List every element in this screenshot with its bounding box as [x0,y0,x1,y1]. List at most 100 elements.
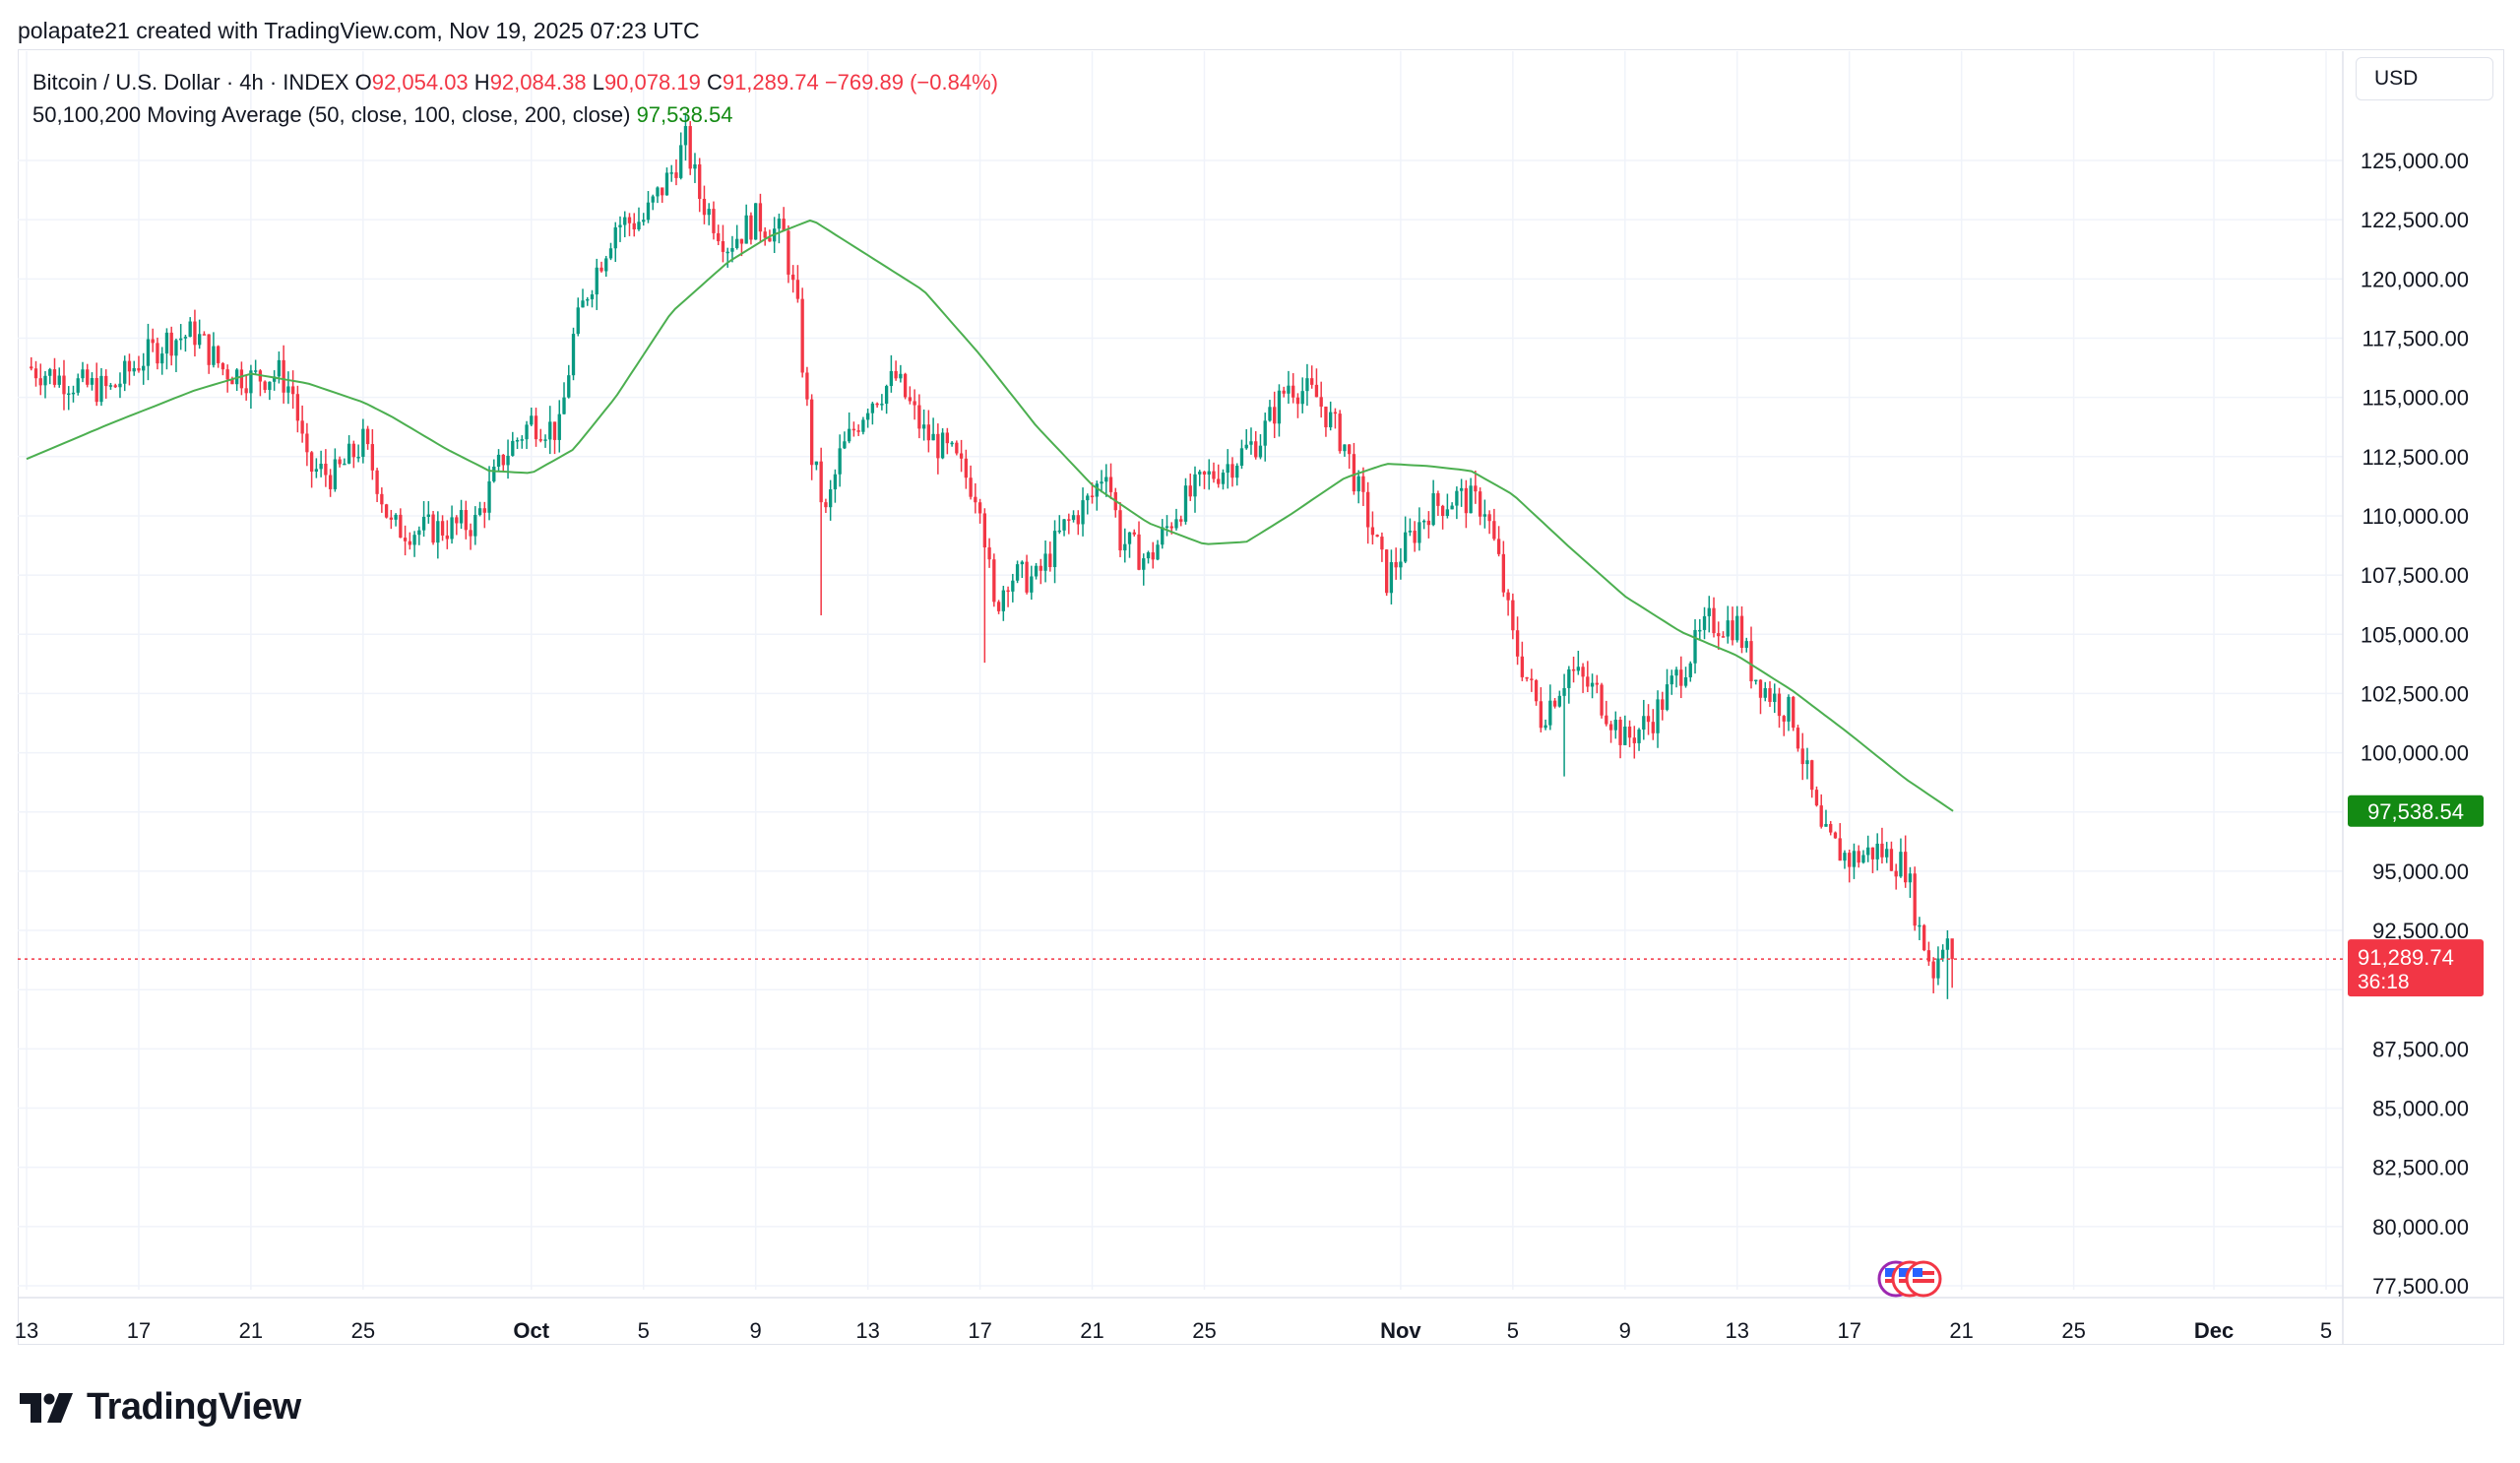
candle-body [1661,699,1665,710]
close-label: C [706,70,723,95]
candle-body [1123,543,1127,551]
candle-body [758,203,763,232]
candle-body [1496,539,1501,554]
candle-body [824,502,828,508]
candle-body [974,496,977,503]
time-tick-label: Nov [1380,1318,1421,1343]
candle-body [1548,700,1552,726]
candle-body [333,459,338,489]
candle-body [1338,413,1342,452]
currency-label: USD [2374,67,2419,90]
candle-body [590,294,595,299]
candle-body [104,375,108,387]
candle-body [656,187,660,197]
candle-body [674,172,678,178]
candle-body [875,403,879,406]
candle-body [1838,838,1842,861]
time-tick-label: Dec [2194,1318,2234,1343]
candle-body [193,321,197,346]
ma-indicator-label[interactable]: 50,100,200 Moving Average (50, close, 10… [32,102,631,127]
candle-body [787,230,790,275]
candle-body [230,379,234,385]
candle-body [300,420,304,434]
candle-body [1478,491,1482,517]
candle-body [239,369,244,389]
candle-body [903,373,908,398]
candle-body [800,298,804,373]
candle-body [1739,615,1744,648]
candle-body [1534,679,1539,702]
candle-body [1118,510,1122,551]
candle-body [851,428,856,431]
candle-body [1324,407,1328,428]
price-tick-label: 95,000.00 [2372,859,2469,884]
candle-body [351,443,356,458]
price-tick-label: 107,500.00 [2361,563,2469,588]
candle-body [1314,384,1319,398]
symbol-description[interactable]: Bitcoin / U.S. Dollar · 4h · INDEX [32,70,349,95]
candle-body [1249,441,1253,445]
candle-body [1071,515,1076,521]
price-tick-label: 82,500.00 [2372,1156,2469,1180]
candle-body [1413,531,1417,543]
time-tick-label: 17 [1837,1318,1860,1343]
candle-body [450,517,454,540]
currency-selector[interactable]: USD [2356,57,2493,100]
price-axis: 125,000.00 122,500.00 120,000.00 117,500.00… [2361,149,2469,1299]
candle-body [1642,716,1646,731]
candle-body [249,370,253,394]
price-tick-label: 120,000.00 [2361,267,2469,291]
candle-body [843,441,847,449]
candle-body [1188,485,1192,497]
candle-body [754,203,758,240]
candle-body [595,267,598,295]
candle-body [1230,464,1234,478]
candle-body [735,238,739,248]
candle-body [295,394,300,421]
candle-body [1520,656,1525,677]
candle-body [99,375,103,403]
candle-body [198,334,202,346]
candle-body [884,386,889,405]
candle-body [1544,725,1547,729]
candle-body [207,334,211,365]
candle-body [870,403,875,413]
candle-body [1258,445,1263,458]
candle-body [511,440,515,456]
candle-body [1006,590,1010,593]
candle-body [1936,958,1940,979]
open-label: O [354,70,372,95]
candle-body [132,368,136,372]
candle-body [1605,715,1608,725]
candle-body [543,439,547,441]
candle-body [945,432,950,444]
candle-body [86,369,90,385]
candle-body [921,424,926,429]
candle-body [1731,620,1734,641]
candle-body [421,516,426,531]
candle-body [1146,552,1151,559]
candle-body [1426,520,1431,526]
candle-body [646,202,651,221]
candle-body [1048,553,1052,567]
candle-body [1212,471,1216,479]
candle-body [1436,493,1440,506]
candle-body [805,372,809,400]
price-tick-label: 87,500.00 [2372,1037,2469,1061]
candle-body [520,439,524,441]
chart-panel[interactable] [18,49,2504,1345]
candle-body [1025,561,1029,593]
candle-body [819,461,823,503]
candle-body [1399,561,1403,568]
candle-body [1081,500,1085,525]
candle-body [1702,615,1707,630]
candle-body [127,360,132,372]
time-tick-label: 17 [968,1318,991,1343]
price-tick-label: 105,000.00 [2361,622,2469,647]
candle-body [212,346,216,365]
candle-body [1758,679,1763,698]
candle-body [1165,526,1169,529]
candle-body [828,489,833,508]
price-tick-label: 77,500.00 [2372,1274,2469,1299]
